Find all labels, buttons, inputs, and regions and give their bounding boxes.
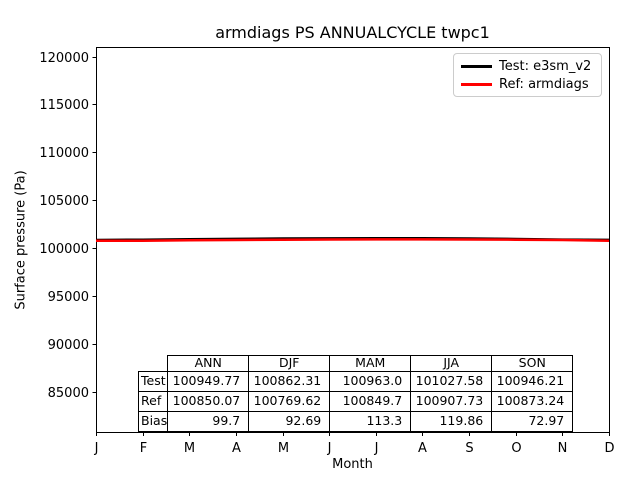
x-tick-label: J: [374, 441, 379, 456]
y-tick-label: 110000: [39, 146, 89, 161]
series-line-ref: [95, 238, 610, 243]
table-row: Bias 99.7 92.69 113.3 119.86 72.97: [137, 411, 574, 432]
table-corner-cell: [139, 356, 168, 372]
y-tick-label: 90000: [48, 338, 89, 353]
table-cell: 100769.62: [248, 391, 331, 412]
table-col-header: JJA: [410, 355, 493, 372]
x-tick-label: D: [604, 441, 614, 456]
stats-table: ANN DJF MAM JJA SON Test 100949.77 100862.31 100…: [137, 355, 574, 432]
table-row-label: Bias: [137, 411, 169, 432]
table-row-label: Ref: [137, 391, 169, 412]
table-col-header: ANN: [167, 355, 250, 372]
table-col-header: MAM: [329, 355, 412, 372]
table-header-row: ANN DJF MAM JJA SON: [139, 355, 574, 372]
table-row-label: Test: [137, 371, 169, 392]
x-tick-label: J: [327, 441, 332, 456]
x-tick-label: A: [232, 441, 241, 456]
legend-label-test: Test: e3sm_v2: [499, 58, 592, 74]
legend-label-ref: Ref: armdiags: [499, 76, 589, 92]
table-cell: 99.7: [167, 411, 250, 432]
table-cell: 119.86: [410, 411, 493, 432]
x-tick-label: A: [418, 441, 427, 456]
table-cell: 100849.7: [329, 391, 412, 412]
x-tick-label: M: [278, 441, 289, 456]
x-tick-label: O: [511, 441, 521, 456]
table-cell: 100873.24: [491, 391, 574, 412]
table-cell: 92.69: [248, 411, 331, 432]
x-tick-label: F: [140, 441, 147, 456]
table-cell: 113.3: [329, 411, 412, 432]
y-tick-label: 115000: [39, 98, 89, 113]
table-cell: 100862.31: [248, 371, 331, 392]
y-tick-label: 105000: [39, 194, 89, 209]
chart-title: armdiags PS ANNUALCYCLE twpc1: [215, 23, 490, 42]
legend: Test: e3sm_v2 Ref: armdiags: [453, 53, 602, 97]
table-cell: 100949.77: [167, 371, 250, 392]
y-tick-label: 85000: [48, 386, 89, 401]
table-row: Ref 100850.07 100769.62 100849.7 100907.73 10…: [137, 391, 574, 412]
legend-line-sample-ref: [461, 82, 492, 86]
y-tick-label: 120000: [39, 51, 89, 66]
x-tick-label: M: [184, 441, 195, 456]
x-tick-label: S: [465, 441, 473, 456]
table-cell: 100907.73: [410, 391, 493, 412]
y-tick-label: 95000: [48, 290, 89, 305]
legend-entry-ref: Ref: armdiags: [461, 75, 594, 93]
table-cell: 72.97: [491, 411, 574, 432]
table-col-header: SON: [491, 355, 574, 372]
table-col-header: DJF: [248, 355, 331, 372]
legend-entry-test: Test: e3sm_v2: [461, 57, 594, 75]
x-axis-label: Month: [332, 457, 373, 472]
y-tick-label: 100000: [39, 242, 89, 257]
legend-line-sample-test: [461, 64, 492, 68]
table-cell: 100946.21: [491, 371, 574, 392]
table-row: Test 100949.77 100862.31 100963.0 101027.58 1…: [137, 371, 574, 392]
x-tick-label: N: [558, 441, 568, 456]
table-cell: 100850.07: [167, 391, 250, 412]
table-cell: 100963.0: [329, 371, 412, 392]
table-cell: 101027.58: [410, 371, 493, 392]
x-tick-label: J: [94, 441, 99, 456]
